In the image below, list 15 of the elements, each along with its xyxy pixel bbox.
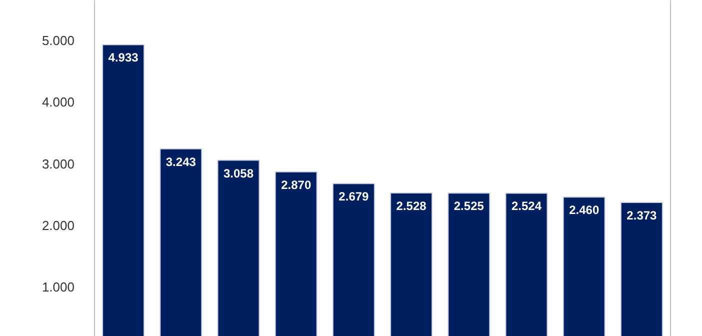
data-label: 2.679 [338,190,370,204]
data-label: 4.933 [108,50,139,65]
data-label: 3.058 [223,166,254,180]
y-tick-label: 3.000 [42,156,75,172]
y-tick-label: 1.000 [42,280,75,295]
data-label: 2.528 [396,198,427,213]
data-label: 3.243 [166,154,196,169]
data-label: 2.373 [626,208,658,223]
data-label: 2.525 [454,199,484,214]
y-tick-label: 4.000 [42,94,75,110]
y-tick-label: 5.000 [42,33,75,48]
data-label: 2.870 [281,178,312,192]
data-label: 2.460 [569,203,600,218]
data-label: 2.524 [511,199,542,214]
y-tick-label: 2.000 [42,218,75,234]
